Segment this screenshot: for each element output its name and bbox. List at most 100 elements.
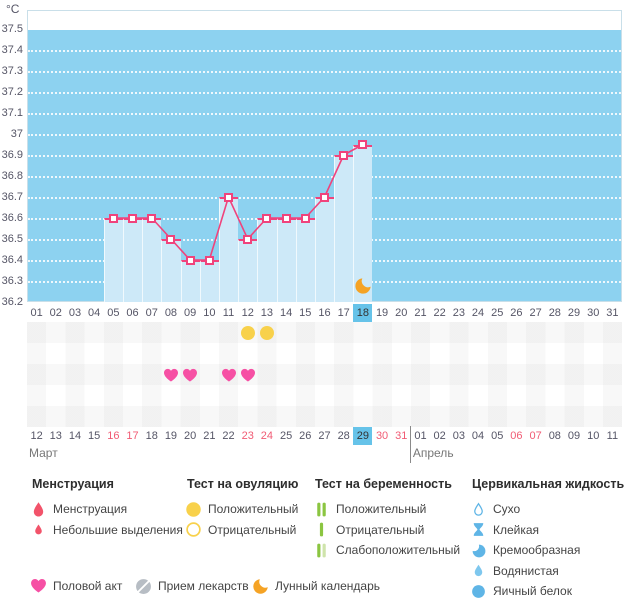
calendar-day-label[interactable]: 19: [164, 430, 178, 442]
temp-marker[interactable]: [358, 140, 368, 149]
temp-marker[interactable]: [262, 213, 272, 223]
temp-bar: [199, 260, 219, 302]
moon-icon: [252, 578, 269, 595]
cycle-day-label[interactable]: 12: [241, 307, 254, 319]
calendar-day-label[interactable]: 22: [222, 430, 235, 442]
temp-marker[interactable]: [204, 255, 214, 265]
calendar-day-label[interactable]: 13: [49, 430, 62, 442]
grid-line: [28, 134, 621, 136]
temp-bar: [238, 239, 258, 302]
grid-line: [28, 50, 621, 52]
legend-item-label: Менструация: [53, 502, 128, 516]
cycle-day-label[interactable]: 06: [126, 307, 139, 319]
calendar-day-label[interactable]: 24: [260, 430, 274, 442]
creamy-icon: [470, 541, 487, 559]
cycle-day-label[interactable]: 30: [587, 307, 600, 319]
calendar-day-label[interactable]: 07: [529, 430, 542, 442]
legend-section-title: Менструация: [32, 477, 114, 491]
temp-bar: [122, 218, 143, 302]
temp-marker[interactable]: [224, 192, 234, 202]
cycle-day-label[interactable]: 11: [222, 307, 235, 319]
cycle-day-label[interactable]: 25: [491, 307, 504, 319]
temp-marker[interactable]: [281, 213, 291, 223]
temp-marker[interactable]: [339, 150, 349, 160]
cycle-day-label[interactable]: 09: [184, 307, 197, 319]
cycle-day-label[interactable]: 29: [567, 307, 581, 319]
legend-item: Положительный: [185, 500, 298, 518]
cycle-day-label[interactable]: 27: [529, 307, 542, 319]
calendar-day-label[interactable]: 01: [414, 430, 427, 442]
cycle-day-label[interactable]: 03: [68, 307, 82, 319]
temp-marker[interactable]: [243, 234, 253, 244]
calendar-day-label[interactable]: 04: [471, 430, 485, 442]
calendar-day-label[interactable]: 02: [433, 430, 446, 442]
cycle-day-label[interactable]: 31: [606, 307, 619, 319]
cycle-day-label[interactable]: 23: [452, 307, 465, 319]
cycle-day-label[interactable]: 16: [318, 307, 331, 319]
cycle-day-label[interactable]: 17: [337, 307, 350, 319]
calendar-day-label[interactable]: 28: [337, 430, 350, 442]
grid-line: [28, 113, 621, 115]
temp-marker[interactable]: [166, 234, 176, 244]
temp-marker[interactable]: [147, 213, 157, 223]
calendar-day-label[interactable]: 20: [184, 430, 197, 442]
legend-item: Отрицательный: [185, 521, 296, 539]
droplet-outline-icon: [470, 501, 487, 518]
calendar-day-label[interactable]: 10: [587, 430, 600, 442]
calendar-day-label[interactable]: 21: [203, 430, 216, 442]
cycle-day-label[interactable]: 20: [395, 307, 408, 319]
cycle-day-label[interactable]: 26: [510, 307, 523, 319]
cycle-day-label[interactable]: 22: [433, 307, 446, 319]
calendar-day-label[interactable]: 17: [126, 430, 139, 442]
cycle-day-label[interactable]: 10: [203, 307, 216, 319]
calendar-day-label[interactable]: 03: [452, 430, 465, 442]
cycle-day-label[interactable]: 05: [107, 307, 120, 319]
temp-marker[interactable]: [185, 255, 195, 265]
cycle-day-label[interactable]: 07: [145, 307, 158, 319]
spotting-drop-icon: [30, 521, 47, 538]
calendar-day-label[interactable]: 05: [491, 430, 504, 442]
calendar-day-label[interactable]: 14: [68, 430, 82, 442]
calendar-day-label[interactable]: 08: [548, 430, 561, 442]
calendar-day-label[interactable]: 26: [299, 430, 312, 442]
calendar-day-label[interactable]: 15: [88, 430, 101, 442]
calendar-day-label[interactable]: 27: [318, 430, 331, 442]
month-label: Март: [29, 446, 58, 460]
calendar-day-label[interactable]: 31: [395, 430, 408, 442]
calendar-day-label[interactable]: 16: [107, 430, 120, 442]
cycle-day-label-selected[interactable]: 18: [353, 304, 373, 322]
temp-marker[interactable]: [128, 213, 138, 223]
temp-bar: [180, 260, 200, 302]
temp-marker[interactable]: [108, 213, 118, 223]
legend-footer-item: Половой акт: [30, 577, 122, 595]
temp-marker[interactable]: [320, 192, 329, 202]
cycle-day-label[interactable]: 01: [30, 307, 43, 319]
grid-line: [28, 71, 621, 73]
calendar-day-label[interactable]: 09: [567, 430, 581, 442]
calendar-day-label[interactable]: 30: [375, 430, 389, 442]
cycle-day-label[interactable]: 13: [260, 307, 274, 319]
calendar-day-label[interactable]: 11: [606, 430, 619, 442]
legend-item-label: Положительный: [208, 502, 299, 516]
calendar-day-label[interactable]: 06: [510, 430, 523, 442]
cycle-day-label[interactable]: 14: [279, 307, 293, 319]
cycle-day-label[interactable]: 04: [88, 307, 101, 319]
cycle-day-label[interactable]: 19: [375, 307, 389, 319]
cycle-day-label[interactable]: 24: [471, 307, 485, 319]
temp-marker[interactable]: [300, 213, 310, 223]
calendar-day-label-selected[interactable]: 29: [353, 427, 373, 445]
intercourse-heart-marker: [221, 368, 237, 382]
calendar-day-label[interactable]: 18: [145, 430, 158, 442]
cycle-day-label[interactable]: 28: [548, 307, 561, 319]
cycle-day-label[interactable]: 21: [414, 307, 427, 319]
cycle-day-label[interactable]: 02: [49, 307, 62, 319]
calendar-day-label[interactable]: 23: [241, 430, 254, 442]
cycle-day-label[interactable]: 15: [299, 307, 312, 319]
calendar-day-label[interactable]: 25: [279, 430, 293, 442]
legend-item: Отрицательный: [313, 521, 424, 539]
yellow-circle-outline-icon: [185, 521, 202, 538]
calendar-day-label[interactable]: 12: [30, 430, 43, 442]
cycle-day-label[interactable]: 08: [164, 307, 178, 319]
legend-item: Клейкая: [470, 521, 539, 539]
y-axis-unit-label: °C: [6, 2, 20, 16]
